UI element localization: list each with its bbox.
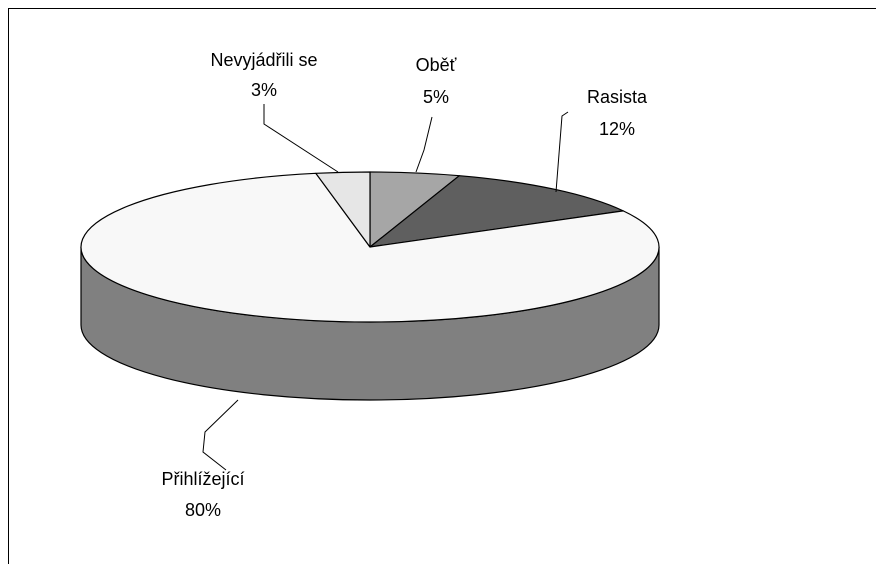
slice-name-label-1: Oběť	[416, 55, 457, 75]
chart-frame-border	[8, 8, 876, 564]
leader-line-3	[202, 399, 239, 471]
slice-value-label-3: 80%	[185, 500, 221, 520]
slice-value-label-2: 12%	[599, 119, 635, 139]
pie-slice-3	[80, 172, 660, 323]
pie-top	[80, 171, 660, 323]
slice-name-label-2: Rasista	[587, 87, 648, 107]
slice-name-label-3: Přihlížející	[161, 469, 244, 489]
leader-lines	[202, 104, 569, 471]
data-labels: Oběť 5% Rasista 12% Přihlížející 80% Nev…	[161, 50, 648, 520]
pie-slice-4	[315, 171, 371, 248]
slice-value-label-1: 5%	[423, 87, 449, 107]
leader-line-1	[415, 116, 433, 173]
slice-value-label-4: 3%	[251, 80, 277, 100]
pie-slice-2	[369, 175, 624, 248]
leader-line-2	[555, 111, 569, 193]
slice-name-label-4: Nevyjádřili se	[210, 50, 317, 70]
leader-line-4	[263, 104, 339, 173]
